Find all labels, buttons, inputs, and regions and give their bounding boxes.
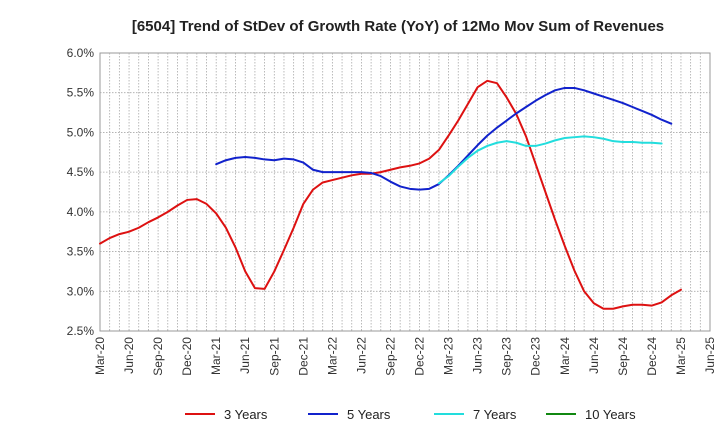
series-lines	[99, 79, 682, 310]
x-tick-label: Jun-24	[587, 337, 601, 374]
y-tick-label: 5.0%	[67, 125, 95, 139]
y-tick-label: 3.5%	[67, 245, 95, 259]
x-tick-label: Mar-22	[325, 337, 339, 375]
chart-title: [6504] Trend of StDev of Growth Rate (Yo…	[132, 18, 664, 35]
x-tick-label: Mar-24	[558, 337, 572, 375]
y-tick-label: 6.0%	[67, 46, 95, 60]
series-line-7-years	[437, 135, 663, 185]
x-tick-label: Jun-21	[238, 337, 252, 374]
grid	[100, 53, 710, 331]
x-tick-label: Jun-23	[471, 337, 485, 374]
legend: 3 Years 5 Years 7 Years 10 Years	[185, 407, 636, 422]
x-tick-label: Sep-23	[500, 337, 514, 376]
x-tick-label: Sep-21	[267, 337, 281, 376]
y-tick-label: 3.0%	[67, 284, 95, 298]
x-tick-label: Jun-25	[703, 337, 717, 374]
x-tick-label: Dec-22	[413, 337, 427, 376]
x-tick-label: Dec-24	[645, 337, 659, 376]
series-line-3-years	[99, 79, 682, 310]
plot-area	[99, 52, 711, 332]
x-tick-label: Sep-20	[151, 337, 165, 376]
x-tick-label: Jun-22	[354, 337, 368, 374]
y-tick-label: 4.5%	[67, 165, 95, 179]
x-tick-label: Jun-20	[122, 337, 136, 374]
x-tick-label: Sep-24	[616, 337, 630, 376]
y-tick-label: 4.0%	[67, 205, 95, 219]
x-tick-label: Mar-23	[442, 337, 456, 375]
legend-label: 3 Years	[224, 407, 268, 422]
x-axis-ticks: Mar-20 Jun-20 Sep-20 Dec-20 Mar-21 Jun-21 Sep-…	[93, 337, 717, 376]
x-tick-label: Dec-23	[529, 337, 543, 376]
legend-label: 5 Years	[347, 407, 391, 422]
x-tick-label: Mar-21	[209, 337, 223, 375]
y-tick-label: 5.5%	[67, 86, 95, 100]
legend-label: 10 Years	[585, 407, 636, 422]
x-tick-label: Dec-20	[180, 337, 194, 376]
x-tick-label: Mar-25	[674, 337, 688, 375]
y-axis-ticks: 2.5% 3.0% 3.5% 4.0% 4.5% 5.0% 5.5% 6.0%	[67, 46, 95, 338]
x-tick-label: Sep-22	[383, 337, 397, 376]
y-tick-label: 2.5%	[67, 324, 95, 338]
x-tick-label: Dec-21	[296, 337, 310, 376]
legend-label: 7 Years	[473, 407, 517, 422]
x-tick-label: Mar-20	[93, 337, 107, 375]
